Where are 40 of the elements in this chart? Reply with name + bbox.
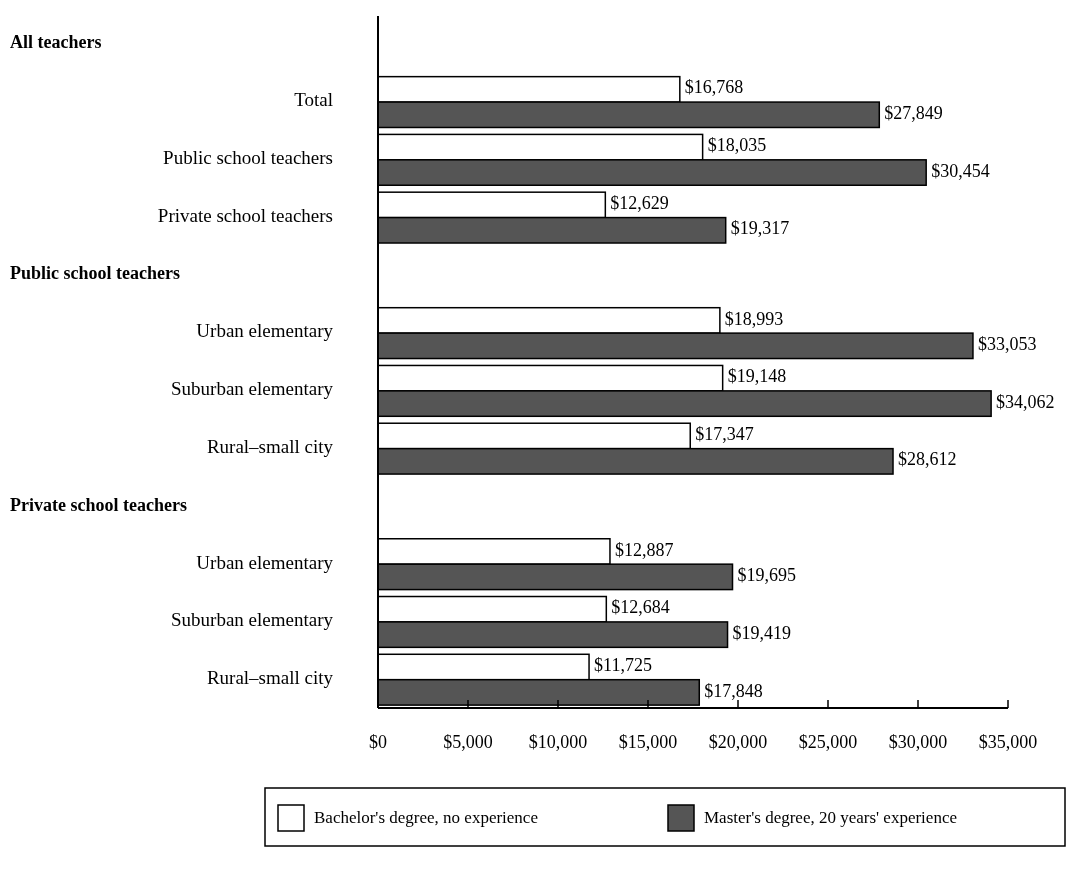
legend-label: Master's degree, 20 years' experience — [704, 807, 957, 827]
data-label: $19,695 — [737, 565, 797, 585]
data-label: $19,419 — [732, 622, 792, 643]
x-tick-label: $5,000 — [443, 732, 493, 752]
x-tick-label: $0 — [369, 732, 387, 752]
y-tick-label: Rural–small city — [206, 667, 334, 689]
x-tick-label: $35,000 — [978, 732, 1038, 752]
data-label: $17,347 — [695, 424, 754, 445]
legend-label: Bachelor's degree, no experience — [314, 807, 538, 827]
x-tick-label: $25,000 — [798, 732, 858, 752]
data-label: $19,317 — [730, 218, 790, 239]
y-tick-label: Urban elementary — [196, 320, 334, 342]
data-label: $18,035 — [707, 135, 767, 156]
text: Private school teachers — [10, 494, 187, 515]
y-tick-label: Private school teachers — [157, 204, 333, 226]
x-tick-label: $10,000 — [528, 732, 588, 752]
data-label: $11,725 — [594, 655, 652, 676]
data-label: $34,062 — [996, 391, 1055, 412]
data-label: $28,612 — [898, 449, 957, 470]
x-tick-label: $20,000 — [708, 732, 768, 752]
y-tick-label: Total — [294, 89, 333, 111]
y-tick-label: Urban elementary — [196, 551, 334, 573]
data-label: $12,684 — [611, 597, 670, 618]
y-tick-label: Public school teachers — [163, 147, 333, 169]
data-label: $33,053 — [977, 333, 1037, 354]
y-tick-label: Suburban elementary — [171, 609, 334, 631]
data-label: $12,887 — [614, 539, 674, 560]
data-label: $27,849 — [884, 102, 943, 123]
y-tick-label: Suburban elementary — [171, 378, 334, 400]
x-tick-label: $30,000 — [888, 732, 948, 752]
text: Public school teachers — [10, 263, 180, 284]
text: All teachers — [10, 32, 102, 53]
data-label: $18,993 — [724, 308, 784, 329]
data-label: $19,148 — [727, 366, 787, 387]
data-label: $16,768 — [684, 77, 744, 98]
data-label: $30,454 — [931, 160, 990, 181]
data-label: $17,848 — [704, 680, 763, 701]
x-tick-label: $15,000 — [618, 732, 678, 752]
y-tick-label: Rural–small city — [206, 436, 334, 457]
data-label: $12,629 — [610, 193, 669, 214]
